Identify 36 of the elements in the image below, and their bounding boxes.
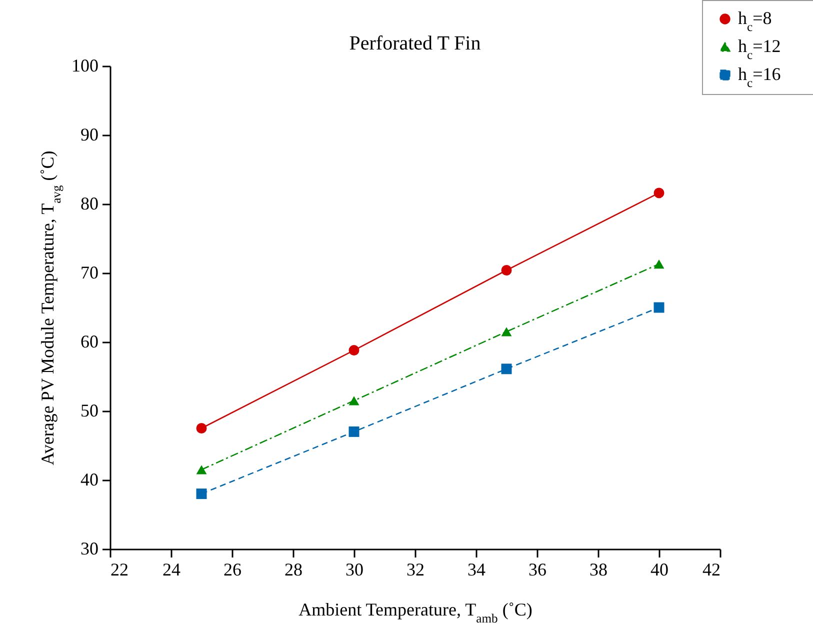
- chart-title: Perforated T Fin: [349, 32, 481, 54]
- x-tick-label: 42: [702, 560, 720, 580]
- x-tick-label: 24: [162, 560, 180, 580]
- x-axis-title: Ambient Temperature, T$_{amb}$ (˚C): [298, 600, 532, 626]
- x-tick-label: 36: [528, 560, 546, 580]
- point: [196, 423, 207, 434]
- y-tick-label: 100: [72, 56, 98, 76]
- y-tick-label: 30: [80, 538, 98, 558]
- point: [501, 265, 512, 276]
- x-tick-label: 40: [650, 560, 668, 580]
- point: [654, 302, 664, 313]
- point: [501, 364, 512, 374]
- y-tick-label: 40: [80, 470, 98, 490]
- legend-label: h$_{c}$=12: [738, 36, 781, 62]
- point: [196, 488, 207, 500]
- x-tick-label: 38: [590, 560, 608, 580]
- point: [654, 259, 664, 269]
- point: [654, 188, 664, 198]
- legend-label: h$_{c}$=8: [738, 8, 772, 34]
- x-tick-label: 30: [346, 560, 364, 580]
- point: [348, 426, 360, 437]
- y-tick-label: 60: [80, 332, 98, 352]
- y-tick-label: 70: [80, 262, 98, 282]
- y-tick-label: 80: [80, 194, 98, 214]
- x-tick-label: 26: [224, 560, 242, 580]
- y-tick-label: 50: [80, 400, 98, 420]
- y-tick-label: 90: [80, 124, 98, 144]
- x-tick-label: 28: [284, 560, 302, 580]
- x-tick-label: 34: [468, 560, 486, 580]
- legend-label: h$_{c}$=16: [738, 64, 781, 90]
- point: [501, 327, 512, 336]
- point: [196, 465, 207, 474]
- point: [348, 345, 360, 356]
- x-tick-label: 32: [406, 560, 424, 580]
- point: [348, 396, 360, 406]
- x-tick-label: 22: [110, 560, 128, 580]
